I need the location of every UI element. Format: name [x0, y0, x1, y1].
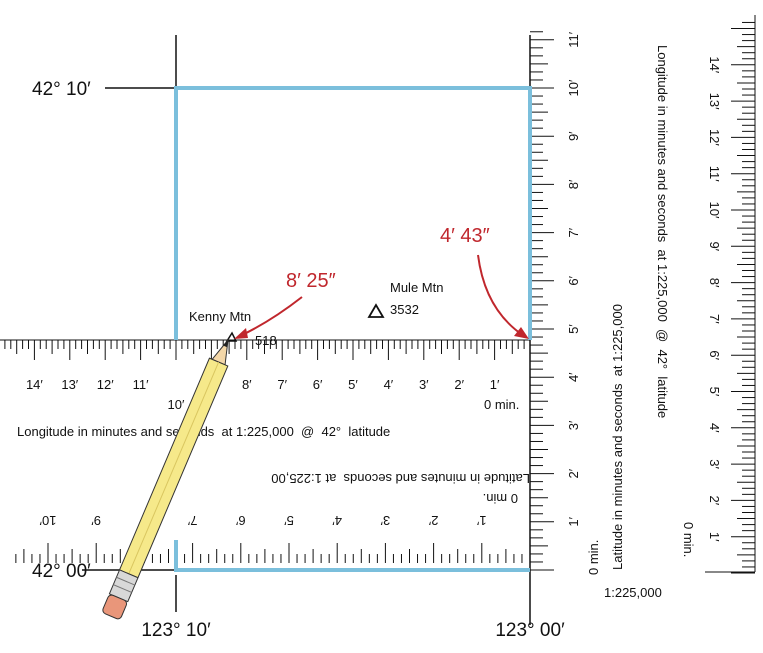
ruler-label: 11′ [133, 377, 149, 392]
ruler-label: 3′ [380, 513, 390, 528]
ruler-label: 2′ [707, 496, 722, 506]
ruler-label: 4′ [566, 372, 581, 382]
pencil [102, 338, 229, 620]
ruler-label: 12′ [707, 129, 722, 146]
arrow-head [234, 328, 248, 339]
ruler-label: 4′ [332, 513, 342, 528]
ruler-label: 6′ [707, 350, 722, 360]
ruler-caption: Latitude in minutes and seconds at 1:225… [271, 471, 530, 486]
ruler-caption: Longitude in minutes and seconds at 1:22… [17, 424, 390, 439]
longitude-label: 123° 00′ [495, 620, 565, 641]
ruler-label: 9′ [91, 513, 101, 528]
ruler-label: 7′ [277, 377, 287, 392]
ruler-label: 1′ [490, 377, 500, 392]
ruler-label: 3′ [419, 377, 429, 392]
peak-symbol [225, 331, 238, 342]
ruler-label: 1′ [707, 532, 722, 542]
ruler-label: 10′ [168, 397, 185, 412]
ruler-label: 6′ [235, 513, 245, 528]
peak-name: Mule Mtn [390, 280, 443, 295]
ruler-caption: Longitude in minutes and seconds at 1:22… [655, 45, 670, 418]
ruler-label: 11′ [707, 166, 722, 182]
peak-elevation: 518 [255, 333, 277, 348]
ruler-label: 13′ [61, 377, 78, 392]
ruler-label: 1′ [476, 513, 486, 528]
ruler-label: 10′ [707, 202, 722, 219]
ruler-label: 5′ [348, 377, 358, 392]
ruler-label: 2′ [566, 468, 581, 478]
ruler-label: 0 min. [681, 522, 696, 557]
measurement: 8′ 25″ [286, 270, 336, 292]
ruler-label: 14′ [707, 56, 722, 73]
ruler-label: 8′ [566, 179, 581, 189]
ruler-label: 3′ [566, 420, 581, 430]
ruler-label: 7′ [187, 513, 197, 528]
ruler-label: 14′ [26, 377, 43, 392]
labels: 14′ 13′ 12′ 11′ 10′ 8′ 7′ 6′ 5′ 4′ 3′ 2′ 1′ 0 min. Lon… [17, 31, 722, 641]
peak-elevation: 3532 [390, 302, 419, 317]
latitude-label: 42° 10′ [32, 79, 91, 100]
peak-symbol [367, 303, 385, 318]
arrow-head [514, 327, 529, 339]
ruler-label: 13′ [707, 93, 722, 110]
ruler-label: 2′ [428, 513, 438, 528]
ruler-label: 5′ [284, 513, 294, 528]
ruler-label: 2′ [454, 377, 464, 392]
quad-border [174, 540, 530, 572]
ruler-label: 6′ [313, 377, 323, 392]
ruler-label: 11′ [566, 31, 581, 47]
ruler-ticks [0, 15, 756, 574]
ruler-label: 8′ [242, 377, 252, 392]
ruler-label: 0 min. [484, 397, 519, 412]
ruler-label: 3′ [707, 459, 722, 469]
ruler-label: 10′ [39, 513, 56, 528]
measurement: 4′ 43″ [440, 225, 490, 247]
ruler-label: 7′ [707, 314, 722, 324]
ruler-label: 10′ [566, 79, 581, 96]
ruler-caption: Latitude in minutes and seconds at 1:225… [610, 304, 625, 570]
ruler-label: 8′ [707, 278, 722, 288]
scale-label: 1:225,000 [604, 585, 662, 600]
ruler-label: 7′ [566, 227, 581, 237]
ruler-label: 9′ [707, 241, 722, 251]
ruler-label: 5′ [707, 387, 722, 397]
quad-border [174, 86, 532, 340]
arrow [477, 254, 525, 337]
ruler-label: 9′ [566, 131, 581, 141]
ruler-label: 12′ [97, 377, 114, 392]
latitude-label: 42° 00′ [32, 561, 91, 582]
longitude-label: 123° 10′ [141, 620, 211, 641]
ruler-label: 5′ [566, 324, 581, 334]
ruler-label: 4′ [384, 377, 394, 392]
ruler-label: 1′ [566, 516, 581, 526]
ruler-label: 6′ [566, 275, 581, 285]
ruler-label: 0 min. [483, 491, 518, 506]
peak-name: Kenny Mtn [189, 309, 251, 324]
ruler-label: 4′ [707, 423, 722, 433]
ruler-label: 0 min. [586, 540, 601, 575]
